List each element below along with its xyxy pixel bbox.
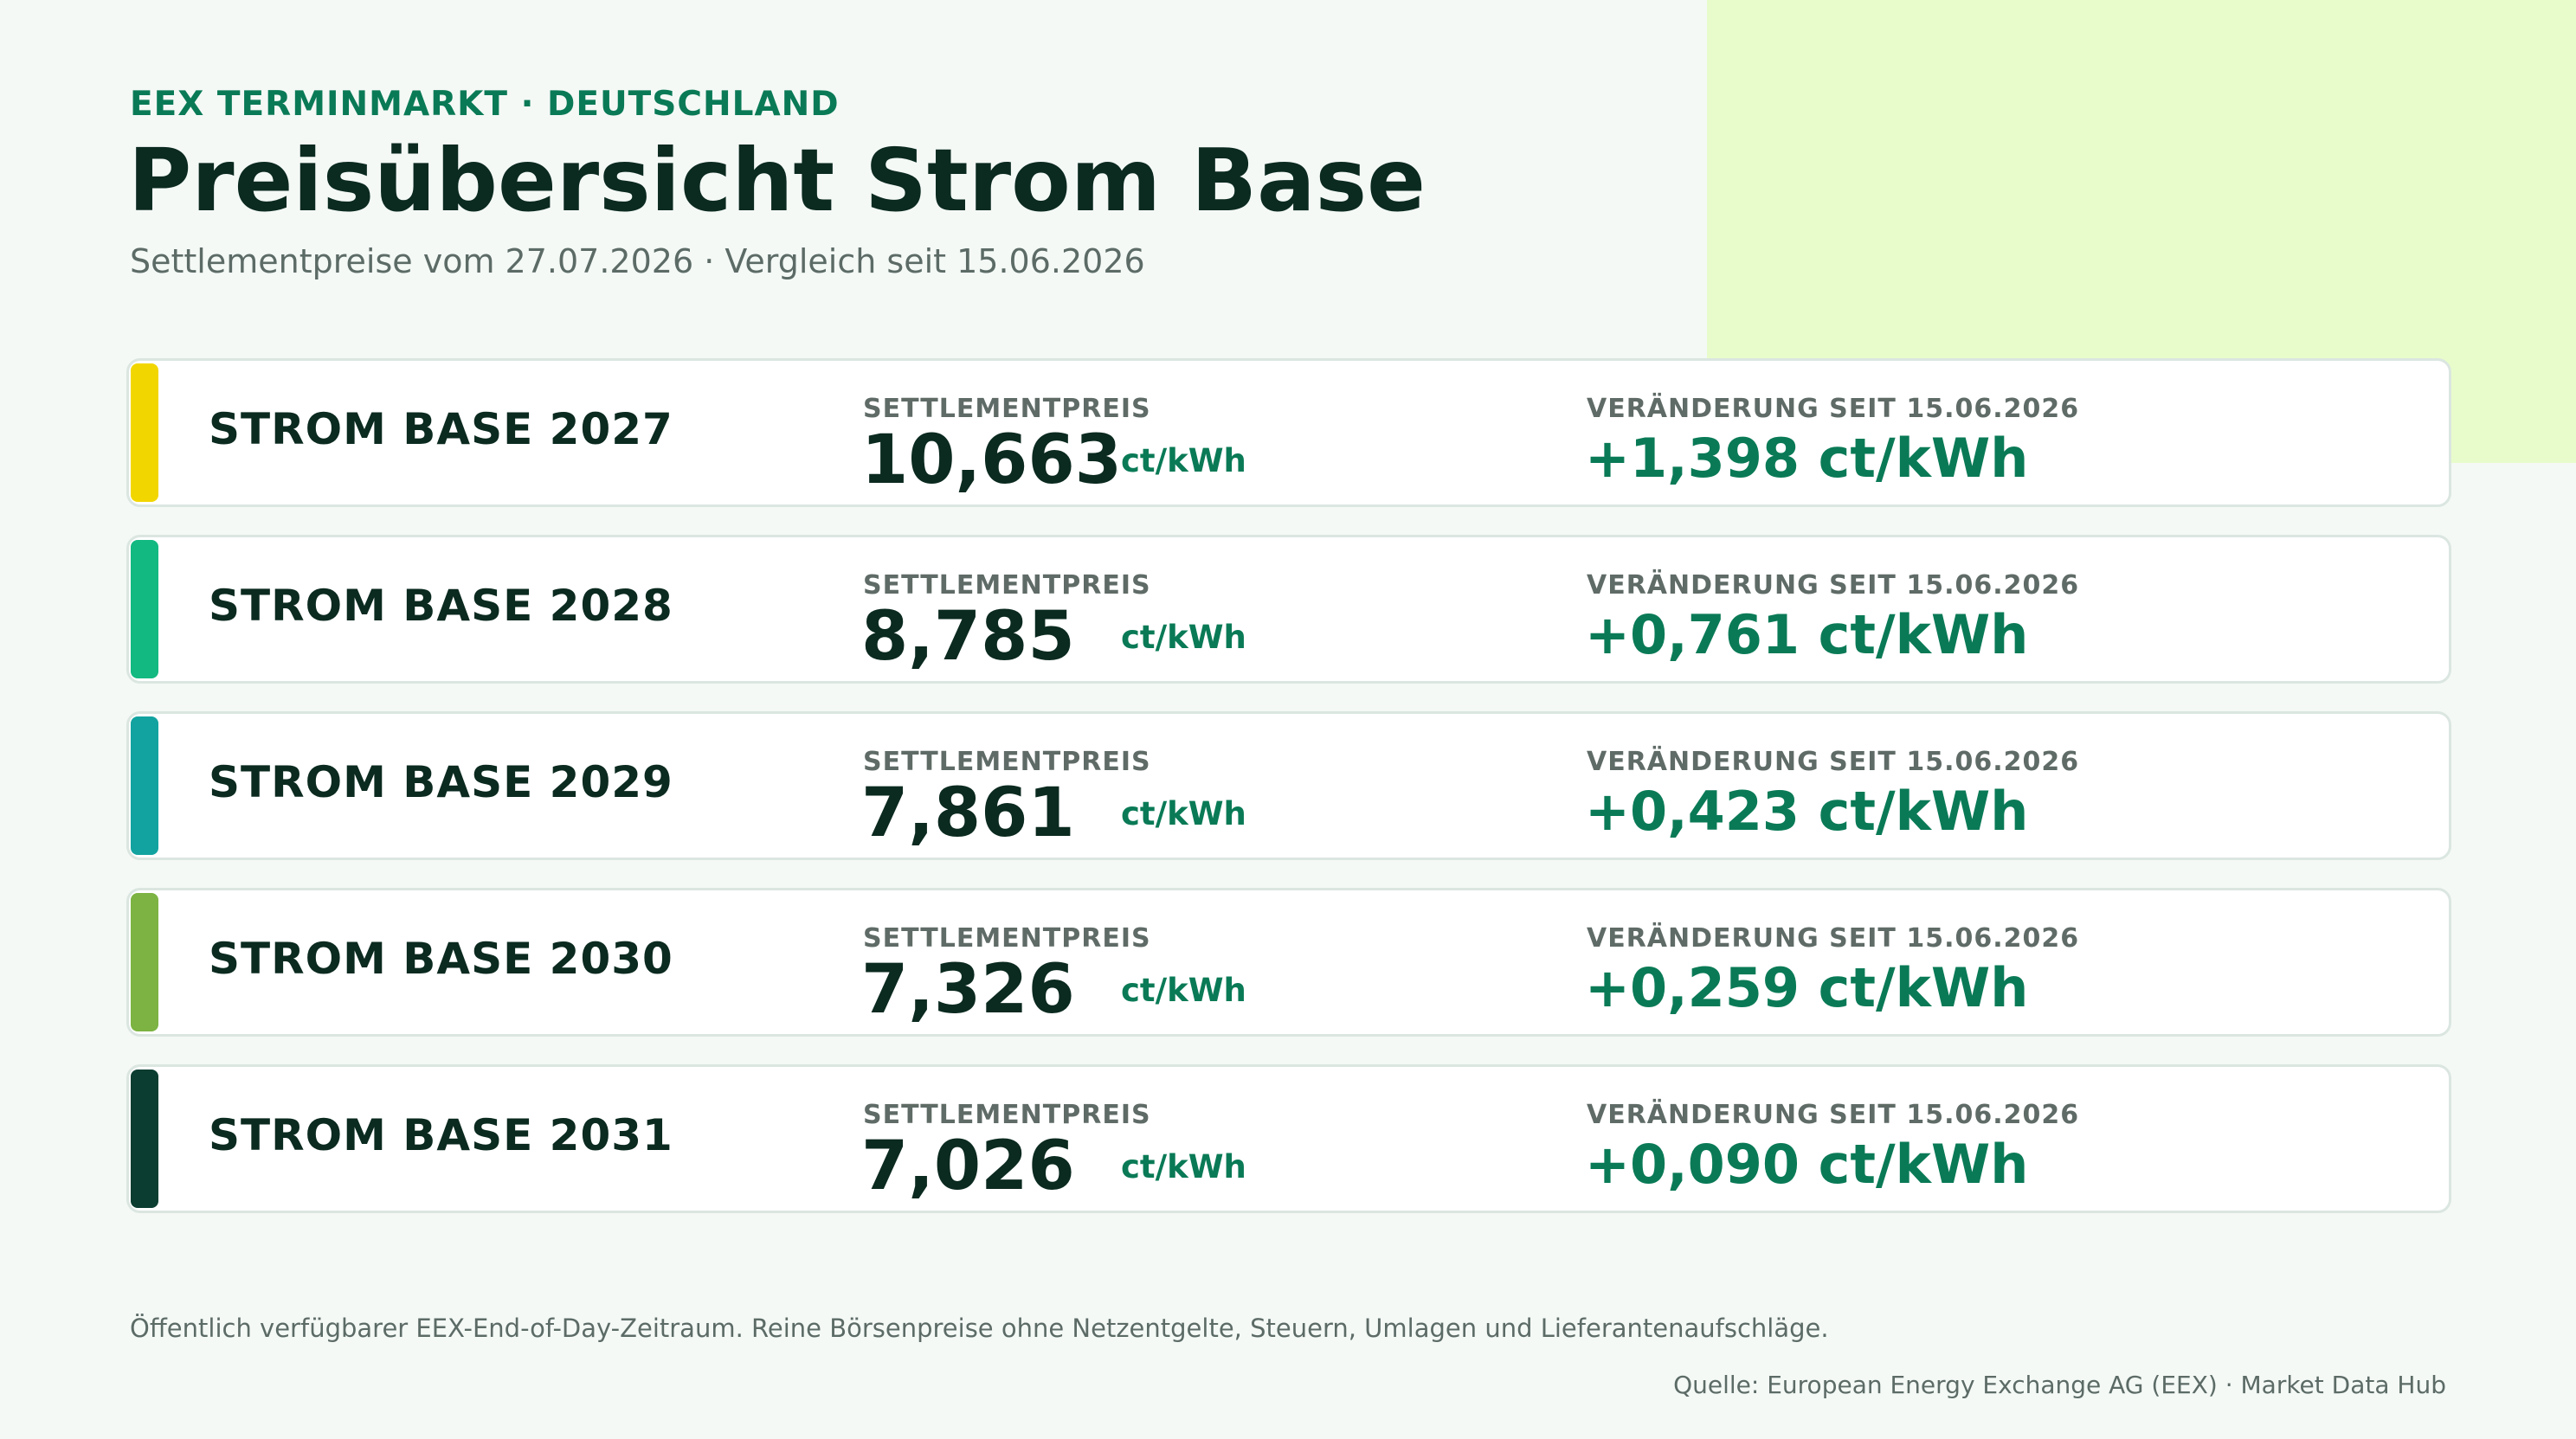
price-unit: ct/kWh	[1121, 442, 1246, 479]
price-unit: ct/kWh	[1121, 795, 1246, 832]
change-label: VERÄNDERUNG SEIT 15.06.2026	[1587, 394, 2080, 424]
source-note: Quelle: European Energy Exchange AG (EEX…	[1673, 1371, 2446, 1399]
price-value: 8,785	[861, 598, 1075, 676]
price-unit: ct/kWh	[1121, 1148, 1246, 1185]
kicker: EEX TERMINMARKT · DEUTSCHLAND	[130, 85, 840, 124]
change-label: VERÄNDERUNG SEIT 15.06.2026	[1587, 747, 2080, 777]
price-label: SETTLEMENTPREIS	[863, 747, 1151, 777]
price-value: 7,026	[861, 1127, 1075, 1205]
change-value: +0,259 ct/kWh	[1585, 956, 2029, 1019]
price-unit: ct/kWh	[1121, 972, 1246, 1009]
change-value: +1,398 ct/kWh	[1585, 427, 2029, 490]
price-list: STROM BASE 2027 SETTLEMENTPREIS 10,663 c…	[126, 358, 2451, 1241]
price-row-2028: STROM BASE 2028 SETTLEMENTPREIS 8,785 ct…	[126, 535, 2451, 684]
price-value: 7,861	[861, 774, 1075, 852]
product-name: STROM BASE 2031	[209, 1110, 673, 1160]
product-name: STROM BASE 2028	[209, 581, 673, 631]
change-label: VERÄNDERUNG SEIT 15.06.2026	[1587, 570, 2080, 601]
color-bar	[131, 540, 158, 678]
product-name: STROM BASE 2029	[209, 757, 673, 807]
color-bar	[131, 716, 158, 855]
change-value: +0,761 ct/kWh	[1585, 603, 2029, 666]
footnote: Öffentlich verfügbarer EEX-End-of-Day-Ze…	[130, 1314, 1829, 1343]
product-name: STROM BASE 2027	[209, 404, 673, 454]
change-label: VERÄNDERUNG SEIT 15.06.2026	[1587, 1100, 2080, 1130]
price-row-2029: STROM BASE 2029 SETTLEMENTPREIS 7,861 ct…	[126, 711, 2451, 860]
price-label: SETTLEMENTPREIS	[863, 394, 1151, 424]
price-value: 10,663	[861, 421, 1122, 499]
color-bar	[131, 893, 158, 1031]
color-bar	[131, 1070, 158, 1208]
change-value: +0,090 ct/kWh	[1585, 1133, 2029, 1196]
change-value: +0,423 ct/kWh	[1585, 780, 2029, 843]
page-title: Preisübersicht Strom Base	[128, 130, 1426, 231]
change-label: VERÄNDERUNG SEIT 15.06.2026	[1587, 923, 2080, 954]
price-unit: ct/kWh	[1121, 619, 1246, 656]
price-label: SETTLEMENTPREIS	[863, 1100, 1151, 1130]
color-bar	[131, 363, 158, 502]
product-name: STROM BASE 2030	[209, 934, 673, 984]
price-row-2030: STROM BASE 2030 SETTLEMENTPREIS 7,326 ct…	[126, 888, 2451, 1037]
price-value: 7,326	[861, 951, 1075, 1029]
price-row-2027: STROM BASE 2027 SETTLEMENTPREIS 10,663 c…	[126, 358, 2451, 507]
price-label: SETTLEMENTPREIS	[863, 570, 1151, 601]
price-row-2031: STROM BASE 2031 SETTLEMENTPREIS 7,026 ct…	[126, 1064, 2451, 1213]
page-subtitle: Settlementpreise vom 27.07.2026 · Vergle…	[130, 242, 1145, 280]
price-label: SETTLEMENTPREIS	[863, 923, 1151, 954]
